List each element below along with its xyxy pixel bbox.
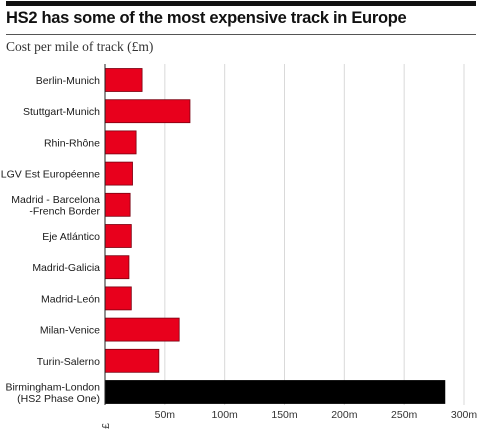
bar	[104, 68, 143, 92]
category-label: Birmingham-London	[5, 381, 100, 393]
tick-label: 50m	[155, 409, 176, 421]
category-label: Madrid-León	[41, 293, 100, 305]
chart-subtitle: Cost per mile of track (£m)	[6, 39, 154, 54]
category-label: (HS2 Phase One)	[17, 393, 100, 405]
chart-title: HS2 has some of the most expensive track…	[6, 9, 407, 27]
title-divider	[6, 34, 476, 35]
tick-label: 300m	[451, 409, 478, 421]
category-label: Berlin-Munich	[36, 75, 100, 87]
category-label: Rhin-Rhône	[44, 137, 100, 149]
tick-label: 200m	[331, 409, 358, 421]
bar	[104, 130, 137, 155]
category-label: Milan-Venice	[40, 325, 100, 337]
category-label: -French Border	[29, 206, 100, 218]
category-label: LGV Est Européenne	[1, 169, 100, 181]
tick-label: £	[100, 423, 112, 429]
category-label: Eje Atlántico	[42, 231, 100, 243]
category-label: Madrid-Galicia	[32, 262, 100, 274]
category-label: Madrid - Barcelona	[11, 194, 100, 206]
bar	[104, 317, 180, 342]
bar	[104, 255, 130, 280]
bar	[104, 380, 446, 404]
category-label: Turin-Salerno	[37, 356, 100, 368]
tick-label: 150m	[271, 409, 298, 421]
tick-label: 250m	[391, 409, 418, 421]
bar	[104, 286, 132, 311]
bar	[104, 192, 131, 217]
bar	[104, 348, 160, 373]
top-rule	[6, 1, 476, 6]
category-label: Stuttgart-Munich	[23, 106, 100, 118]
bar	[104, 161, 133, 186]
bar	[104, 224, 132, 248]
tick-label: 100m	[212, 409, 239, 421]
bar	[104, 99, 191, 124]
